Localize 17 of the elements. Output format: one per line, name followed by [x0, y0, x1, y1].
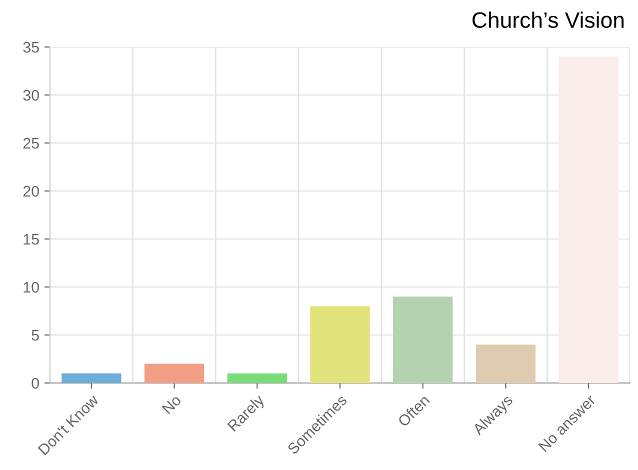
chart-title: Church’s Vision — [472, 12, 624, 28]
y-tick-label: 20 — [23, 186, 39, 197]
y-tick-label: 15 — [24, 234, 39, 245]
bar — [558, 56, 618, 383]
x-tick-label: No — [162, 394, 182, 414]
bar — [476, 344, 536, 383]
bar — [393, 296, 453, 383]
y-tick-label: 30 — [23, 90, 39, 101]
bar — [227, 373, 287, 383]
bar — [144, 364, 204, 383]
y-tick-label: 10 — [24, 282, 39, 293]
y-tick-label: 5 — [32, 330, 39, 341]
bar — [310, 306, 370, 383]
y-tick-label: 0 — [32, 378, 39, 389]
bar — [62, 373, 122, 383]
y-tick-label: 35 — [23, 42, 39, 53]
y-tick-label: 25 — [23, 138, 39, 149]
